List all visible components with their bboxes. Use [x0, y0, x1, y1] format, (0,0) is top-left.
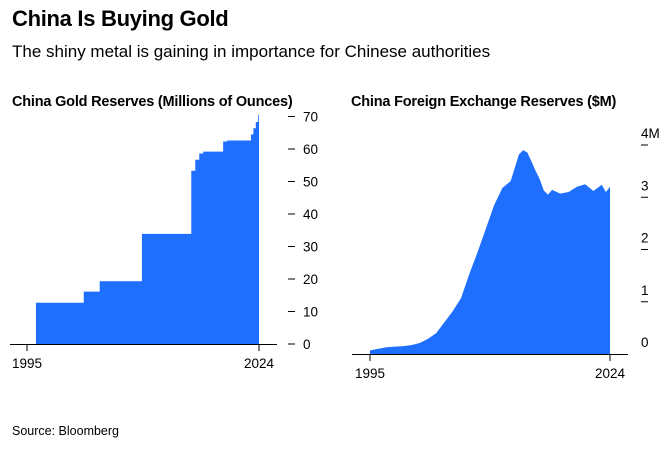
- page-title: China Is Buying Gold: [12, 6, 229, 31]
- gold-y-tick-label: 0: [303, 337, 311, 352]
- gold-x-tick-label: 2024: [244, 356, 275, 371]
- fx-y-tick-label: 4M: [641, 126, 660, 141]
- source-note: Source: Bloomberg: [12, 424, 120, 438]
- gold-y-tick-label: 10: [303, 305, 318, 320]
- gold-y-tick-label: 60: [303, 142, 318, 157]
- page-subtitle: The shiny metal is gaining in importance…: [12, 42, 491, 61]
- gold-y-tick-label: 40: [303, 207, 318, 222]
- fx-y-tick-label: 3: [641, 178, 649, 193]
- fx-y-tick-label: 1: [641, 283, 649, 298]
- gold-y-tick-label: 70: [303, 110, 318, 125]
- fx-data-area: [370, 150, 610, 354]
- gold-y-tick-label: 50: [303, 175, 318, 190]
- fx-x-tick-label: 2024: [595, 366, 626, 381]
- fx-x-tick-label: 1995: [355, 366, 385, 381]
- gold-x-tick-label: 1995: [12, 356, 42, 371]
- fx-chart-title: China Foreign Exchange Reserves ($M): [351, 94, 617, 110]
- gold-y-tick-label: 30: [303, 240, 318, 255]
- fx-y-tick-label: 2: [641, 231, 649, 246]
- gold-y-tick-label: 20: [303, 272, 318, 287]
- gold-chart-title: China Gold Reserves (Millions of Ounces): [12, 94, 293, 110]
- gold-data-area: [35, 111, 260, 344]
- fx-y-tick-label: 0: [641, 335, 649, 350]
